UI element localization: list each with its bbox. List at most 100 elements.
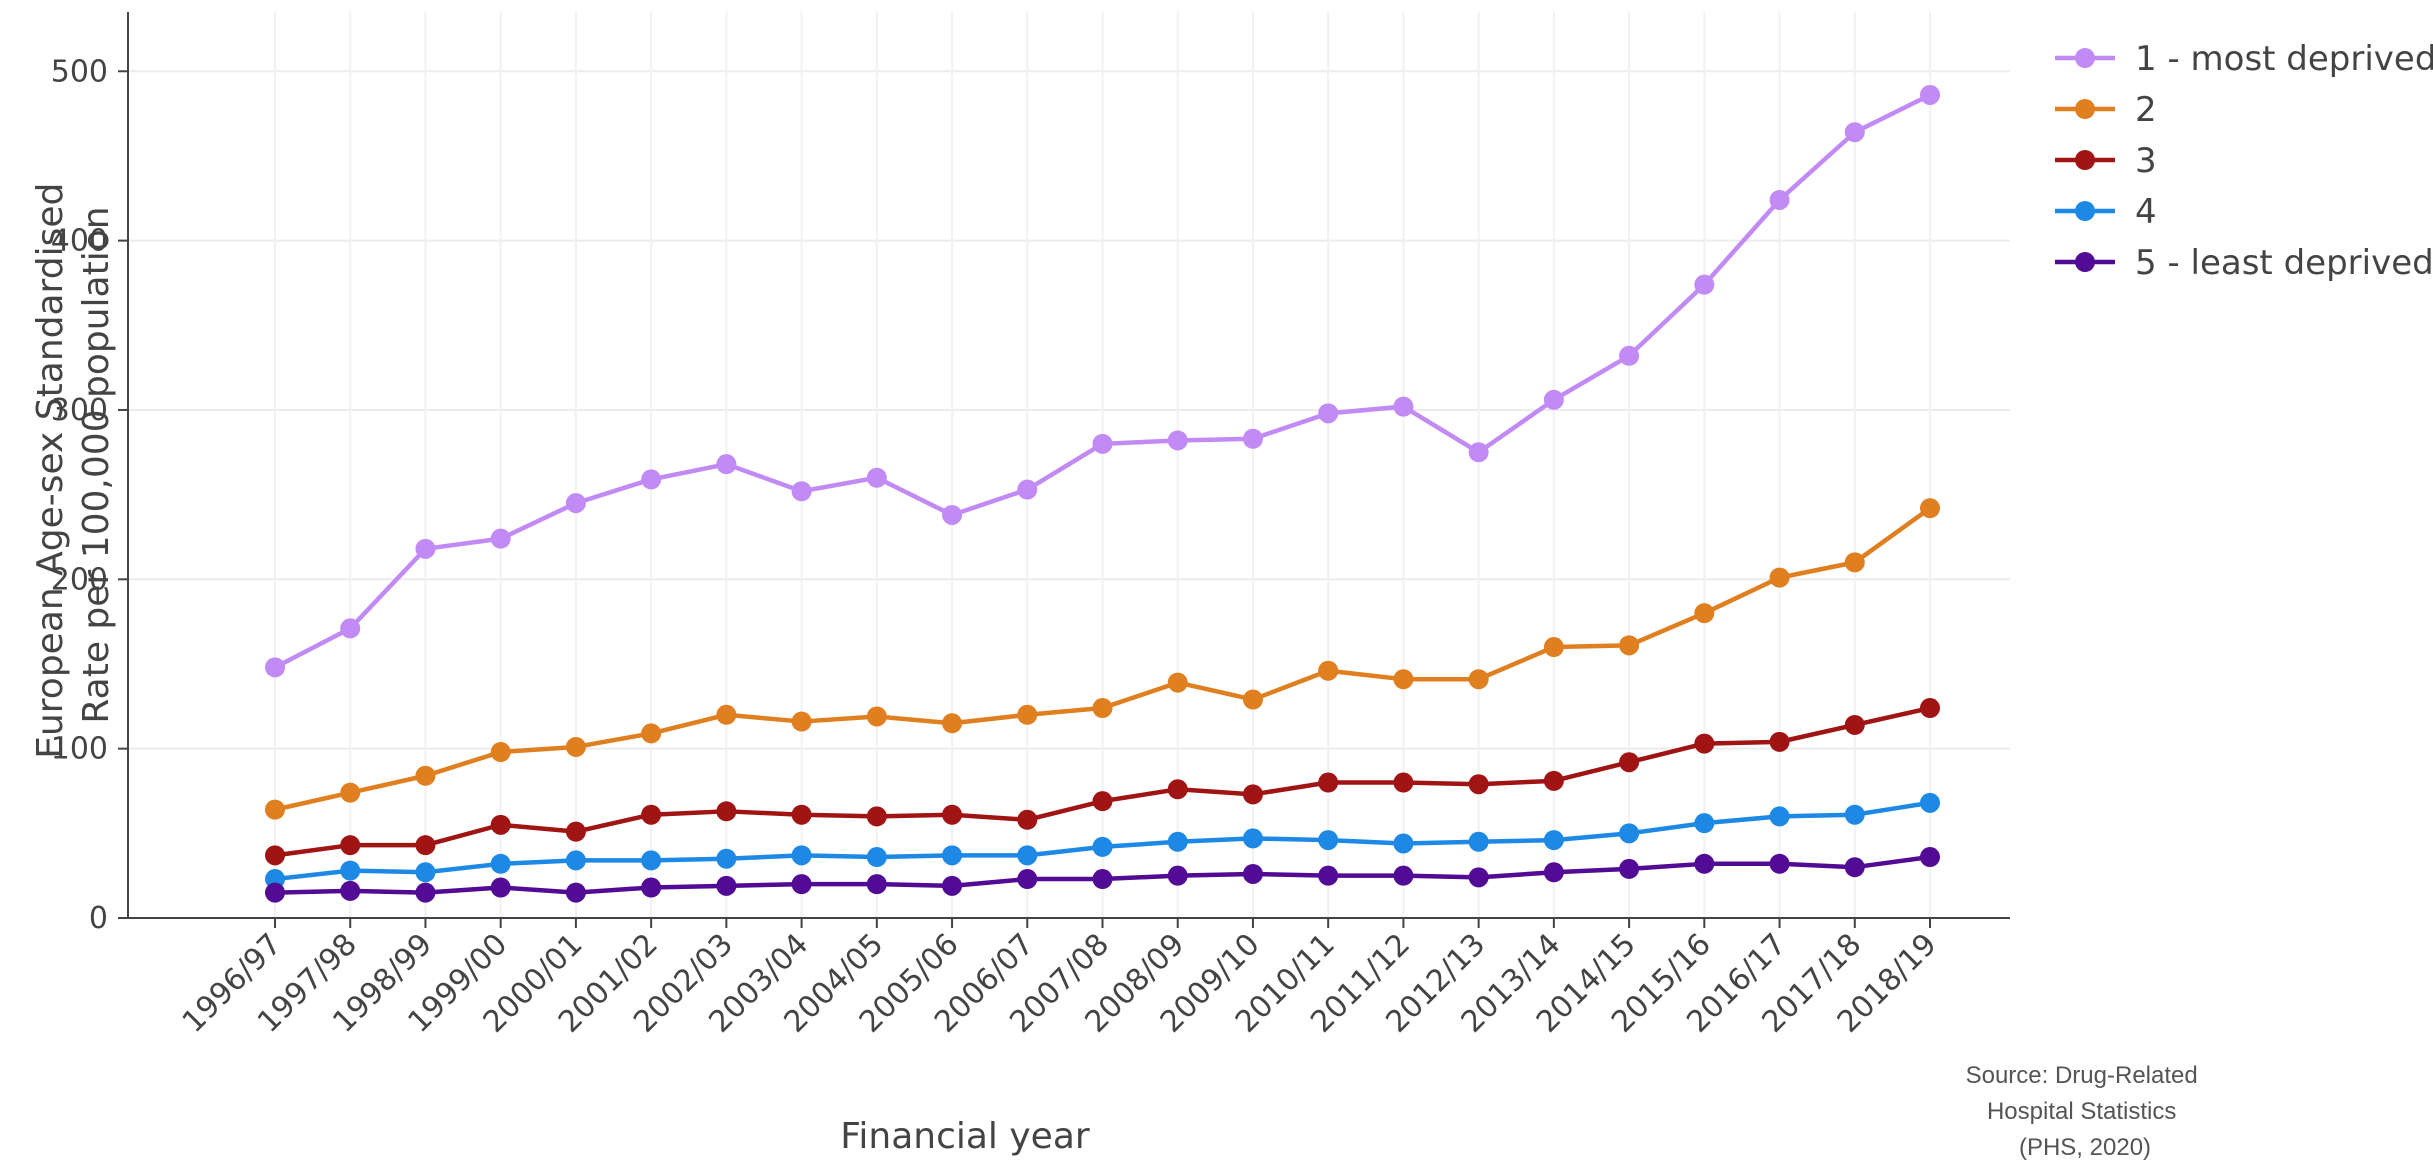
data-point[interactable] — [1543, 830, 1564, 851]
data-point[interactable] — [1318, 660, 1339, 681]
data-point[interactable] — [1017, 479, 1038, 500]
data-point[interactable] — [1619, 858, 1640, 879]
data-point[interactable] — [1468, 774, 1489, 795]
data-point[interactable] — [1769, 567, 1790, 588]
data-point[interactable] — [716, 875, 737, 896]
data-point[interactable] — [1694, 603, 1715, 624]
data-point[interactable] — [1167, 430, 1188, 451]
data-point[interactable] — [1468, 831, 1489, 852]
data-point[interactable] — [641, 723, 662, 744]
data-point[interactable] — [265, 882, 285, 903]
data-point[interactable] — [1844, 714, 1865, 735]
data-point[interactable] — [415, 862, 436, 883]
data-point[interactable] — [942, 804, 963, 825]
data-point[interactable] — [1092, 698, 1113, 719]
data-point[interactable] — [340, 860, 361, 881]
data-point[interactable] — [866, 847, 887, 868]
data-point[interactable] — [866, 874, 887, 895]
data-point[interactable] — [1844, 122, 1865, 143]
legend-item[interactable]: 5 - least deprived — [2055, 243, 2433, 283]
data-point[interactable] — [1393, 772, 1414, 793]
data-point[interactable] — [1242, 863, 1263, 884]
data-point[interactable] — [716, 848, 737, 869]
data-point[interactable] — [1017, 869, 1038, 890]
data-point[interactable] — [1092, 836, 1113, 857]
data-point[interactable] — [1092, 791, 1113, 812]
data-point[interactable] — [565, 493, 586, 514]
data-point[interactable] — [1543, 389, 1564, 410]
data-point[interactable] — [1844, 552, 1865, 573]
data-point[interactable] — [791, 481, 812, 502]
data-point[interactable] — [791, 874, 812, 895]
data-point[interactable] — [1844, 857, 1865, 878]
data-point[interactable] — [942, 845, 963, 866]
data-point[interactable] — [1393, 865, 1414, 886]
data-point[interactable] — [1694, 813, 1715, 834]
data-point[interactable] — [1167, 672, 1188, 693]
data-point[interactable] — [1769, 731, 1790, 752]
data-point[interactable] — [641, 469, 662, 490]
legend-item[interactable]: 2 — [2055, 90, 2157, 130]
data-point[interactable] — [1920, 847, 1940, 868]
data-point[interactable] — [1694, 274, 1715, 295]
data-point[interactable] — [641, 804, 662, 825]
data-point[interactable] — [1468, 867, 1489, 888]
legend-item[interactable]: 3 — [2055, 141, 2157, 181]
data-point[interactable] — [866, 467, 887, 488]
data-point[interactable] — [1242, 428, 1263, 449]
data-point[interactable] — [265, 799, 285, 820]
data-point[interactable] — [791, 845, 812, 866]
data-point[interactable] — [565, 821, 586, 842]
data-point[interactable] — [340, 835, 361, 856]
data-point[interactable] — [490, 528, 511, 549]
data-point[interactable] — [415, 882, 436, 903]
data-point[interactable] — [1694, 853, 1715, 874]
data-point[interactable] — [1769, 189, 1790, 210]
legend-item[interactable]: 1 - most deprived — [2055, 39, 2433, 79]
data-point[interactable] — [490, 853, 511, 874]
data-point[interactable] — [1092, 869, 1113, 890]
data-point[interactable] — [1242, 828, 1263, 849]
data-point[interactable] — [340, 880, 361, 901]
data-point[interactable] — [1619, 752, 1640, 773]
data-point[interactable] — [1543, 862, 1564, 883]
data-point[interactable] — [1619, 823, 1640, 844]
data-point[interactable] — [1167, 831, 1188, 852]
data-point[interactable] — [641, 877, 662, 898]
data-point[interactable] — [490, 814, 511, 835]
data-point[interactable] — [866, 806, 887, 827]
data-point[interactable] — [716, 801, 737, 822]
data-point[interactable] — [641, 850, 662, 871]
data-point[interactable] — [1920, 498, 1940, 519]
data-point[interactable] — [1017, 845, 1038, 866]
data-point[interactable] — [1543, 637, 1564, 658]
data-point[interactable] — [490, 742, 511, 763]
data-point[interactable] — [565, 736, 586, 757]
data-point[interactable] — [1619, 345, 1640, 366]
data-point[interactable] — [415, 538, 436, 559]
data-point[interactable] — [1092, 433, 1113, 454]
data-point[interactable] — [1318, 865, 1339, 886]
legend-item[interactable]: 4 — [2055, 192, 2157, 232]
data-point[interactable] — [1393, 833, 1414, 854]
data-point[interactable] — [1017, 704, 1038, 725]
data-point[interactable] — [1242, 784, 1263, 805]
data-point[interactable] — [1318, 403, 1339, 424]
data-point[interactable] — [1318, 830, 1339, 851]
data-point[interactable] — [1017, 809, 1038, 830]
data-point[interactable] — [340, 618, 361, 639]
data-point[interactable] — [1769, 853, 1790, 874]
data-point[interactable] — [1920, 698, 1940, 719]
data-point[interactable] — [791, 711, 812, 732]
data-point[interactable] — [1167, 779, 1188, 800]
data-point[interactable] — [1769, 806, 1790, 827]
data-point[interactable] — [1543, 770, 1564, 791]
data-point[interactable] — [791, 804, 812, 825]
data-point[interactable] — [716, 704, 737, 725]
data-point[interactable] — [565, 882, 586, 903]
data-point[interactable] — [866, 706, 887, 727]
data-point[interactable] — [265, 845, 285, 866]
data-point[interactable] — [415, 765, 436, 786]
data-point[interactable] — [1619, 635, 1640, 656]
data-point[interactable] — [1393, 669, 1414, 690]
